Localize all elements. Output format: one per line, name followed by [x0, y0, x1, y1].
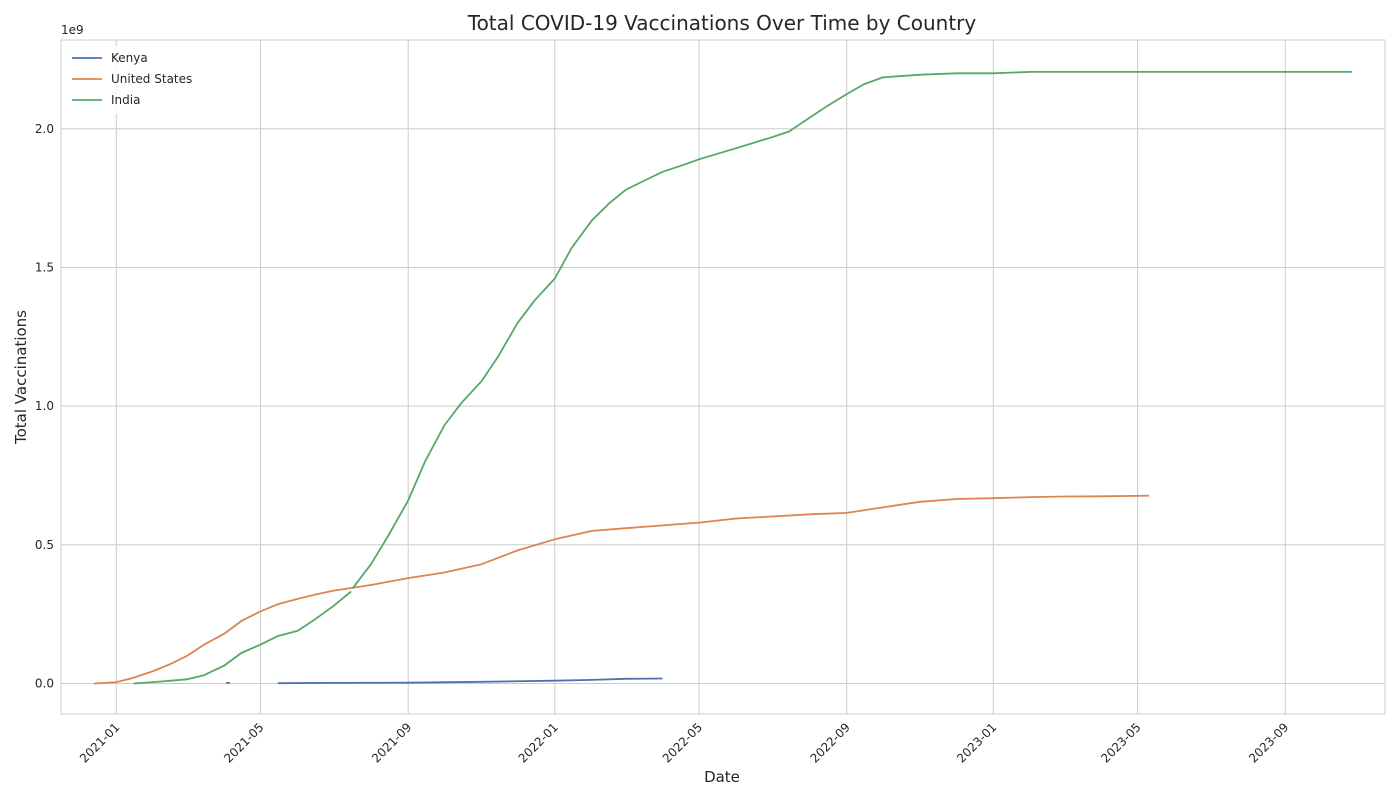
- y-axis-label: Total Vaccinations: [12, 310, 30, 445]
- plot-frame: [60, 39, 1386, 715]
- series-line-kenya: [277, 677, 663, 685]
- legend-label-kenya: Kenya: [111, 51, 148, 65]
- y-tick-label: 1.5: [35, 260, 54, 274]
- legend: Kenya United States India: [64, 46, 206, 114]
- legend-label-india: India: [111, 93, 140, 107]
- y-tick-label: 2.0: [35, 122, 54, 136]
- chart-title: Total COVID-19 Vaccinations Over Time by…: [467, 11, 977, 35]
- x-axis-label: Date: [704, 768, 740, 786]
- grid-lines: [61, 40, 1385, 714]
- series-line-india: [133, 591, 352, 685]
- y-tick-label: 0.5: [35, 538, 54, 552]
- legend-label-united-states: United States: [111, 72, 192, 86]
- y-tick-label: 0.0: [35, 676, 54, 690]
- y-tick-label: 1.0: [35, 399, 54, 413]
- y-axis-offset-label: 1e9: [61, 23, 84, 37]
- series-lines: [93, 71, 1353, 685]
- series-line-india: [352, 71, 1353, 589]
- y-tick-labels: 0.0 0.5 1.0 1.5 2.0: [35, 122, 54, 691]
- series-line-united-states: [93, 494, 1150, 685]
